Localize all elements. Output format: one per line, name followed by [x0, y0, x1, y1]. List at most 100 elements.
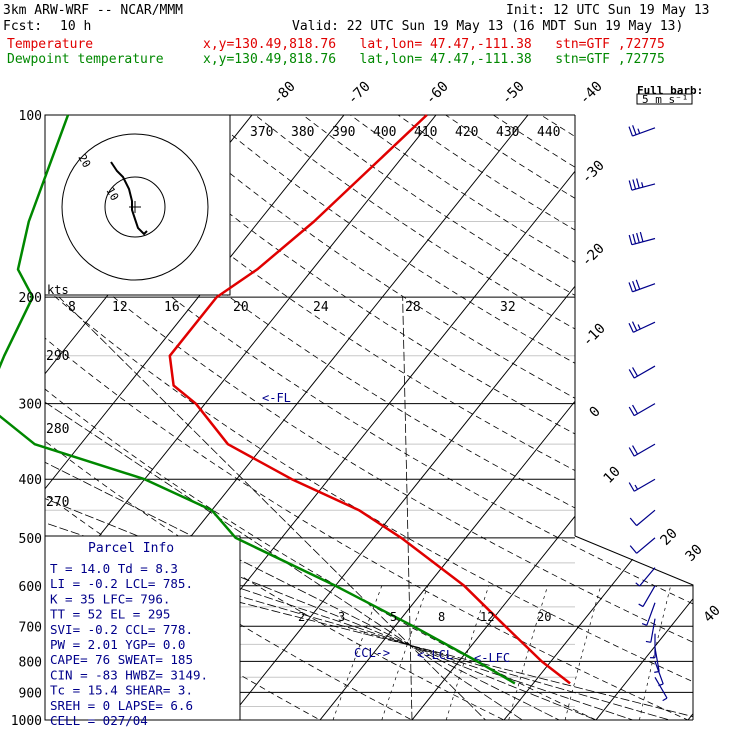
- dry-adiabat: [159, 115, 693, 720]
- dewpoint-legend: Dewpoint temperature: [7, 52, 164, 67]
- dry-adiabat: [588, 115, 693, 720]
- parcel-info-row: CELL = 027/04: [50, 713, 148, 728]
- wind-barb: [628, 403, 656, 417]
- parcel-info-row: LI = -0.2 LCL= 785.: [50, 576, 193, 591]
- mixing-ratio-label-20: 20: [537, 610, 551, 624]
- dry-adiabat: [45, 115, 693, 720]
- mixing-ratio-line: [508, 585, 549, 720]
- forecast-hour: 10 h: [60, 19, 92, 34]
- hodograph-box: [44, 114, 231, 296]
- hodograph-ring-label-20: 20: [75, 152, 93, 170]
- wind-barb-layer: [628, 125, 668, 702]
- lfc-marker: <-LFC: [474, 651, 510, 665]
- moist-adiabat: [45, 296, 672, 720]
- temperature-legend: Temperature: [7, 37, 94, 52]
- temperature-location: x,y=130.49,818.76 lat,lon= 47.47,-111.38…: [203, 37, 665, 52]
- pressure-label-200: 200: [19, 291, 42, 306]
- pressure-label-1000: 1000: [11, 714, 42, 729]
- dry-adiabat: [112, 115, 693, 720]
- dewpoint-location: x,y=130.49,818.76 lat,lon= 47.47,-111.38…: [203, 52, 665, 67]
- pressure-label-400: 400: [19, 473, 42, 488]
- wind-barb: [654, 661, 664, 687]
- wind-barb: [628, 231, 656, 246]
- isotherm-label--40: -40: [577, 79, 606, 108]
- thetae-label-20: 20: [233, 300, 249, 315]
- moist-adiabat: [402, 297, 413, 720]
- model-title: 3km ARW-WRF -- NCAR/MMM: [3, 3, 184, 18]
- wind-barb: [628, 178, 656, 191]
- pressure-label-700: 700: [19, 620, 42, 635]
- thetae-label-28: 28: [405, 300, 421, 315]
- wind-barb: [654, 676, 668, 702]
- barb-legend-box: [636, 93, 693, 105]
- dry-adiabat: [493, 115, 693, 720]
- mixing-ratio-label-8: 8: [438, 610, 445, 624]
- wind-barb: [635, 567, 656, 587]
- grid-layer: [44, 114, 694, 721]
- dry-adiabat: [45, 115, 693, 720]
- mixing-ratio-label-3: 3: [338, 610, 345, 624]
- parcel-info-row: CAPE= 76 SWEAT= 185: [50, 652, 193, 667]
- wind-barb: [628, 443, 656, 457]
- thetae-label-8: 8: [68, 300, 76, 315]
- mixing-ratio-label-2: 2: [298, 610, 305, 624]
- pressure-label-500: 500: [19, 532, 42, 547]
- hodograph-ring-label-10: 10: [103, 185, 121, 203]
- parcel-info-row: PW = 2.01 YGP= 0.0: [50, 637, 185, 652]
- mixing-ratio-label-12: 12: [480, 610, 494, 624]
- pressure-label-300: 300: [19, 398, 42, 413]
- isotherm-30: [677, 115, 693, 720]
- valid-time: Valid: 22 UTC Sun 19 May 13 (16 MDT Sun …: [292, 19, 684, 34]
- thetae-label-24: 24: [313, 300, 329, 315]
- isotherm-label-30: 30: [683, 542, 706, 565]
- thetae-label-12: 12: [112, 300, 128, 315]
- isotherm-label--80: -80: [270, 79, 299, 108]
- isotherm--60: [45, 115, 345, 720]
- wind-barb: [628, 279, 656, 293]
- parcel-info-row: TT = 52 EL = 295: [50, 607, 170, 622]
- wind-barb: [628, 478, 656, 492]
- dewpoint-profile: [0, 114, 516, 685]
- wind-barb: [645, 618, 656, 643]
- pressure-label-900: 900: [19, 686, 42, 701]
- hodograph-trace: [110, 161, 148, 236]
- dry-adiabat: [45, 115, 624, 720]
- pressure-label-600: 600: [19, 580, 42, 595]
- theta-label-290: 290: [46, 349, 69, 364]
- theta-label-270: 270: [46, 495, 69, 510]
- moist-adiabat: [45, 296, 585, 720]
- moist-adiabat: [45, 296, 629, 720]
- wind-barb: [628, 321, 656, 333]
- pressure-label-100: 100: [19, 109, 42, 124]
- hodograph-ring-10: [104, 176, 166, 238]
- isotherm-label--60: -60: [423, 79, 452, 108]
- theta-label-410: 410: [414, 125, 437, 140]
- isotherm-label--20: -20: [579, 241, 608, 270]
- lcl-marker: <-LCL: [417, 648, 453, 662]
- isotherm-label--10: -10: [580, 321, 609, 350]
- mixing-ratio-line: [381, 585, 429, 720]
- dry-adiabat: [45, 115, 693, 720]
- isotherm--20: [217, 115, 693, 720]
- parcel-info-row: SVI= -0.2 CCL= 778.: [50, 622, 193, 637]
- dry-adiabat: [45, 115, 693, 720]
- profile-layer: [0, 114, 571, 685]
- theta-label-380: 380: [291, 125, 314, 140]
- theta-label-280: 280: [46, 422, 69, 437]
- wind-barb: [629, 537, 656, 554]
- isotherm-label--30: -30: [579, 158, 608, 187]
- thetae-label-16: 16: [164, 300, 180, 315]
- freezing-level-marker: <-FL: [262, 391, 291, 405]
- parcel-info-title: Parcel Info: [88, 541, 174, 556]
- isotherm-label-40: 40: [701, 603, 724, 626]
- mixing-ratio-line: [332, 585, 383, 720]
- isotherm--10: [309, 115, 693, 720]
- isotherm-label--70: -70: [345, 79, 374, 108]
- barb-legend-value: 5 m s⁻¹: [642, 93, 688, 106]
- parcel-info-row: T = 14.0 Td = 8.3: [50, 561, 178, 576]
- forecast-label: Fcst:: [3, 19, 43, 34]
- thetae-label-32: 32: [500, 300, 516, 315]
- moist-adiabat: [45, 296, 542, 720]
